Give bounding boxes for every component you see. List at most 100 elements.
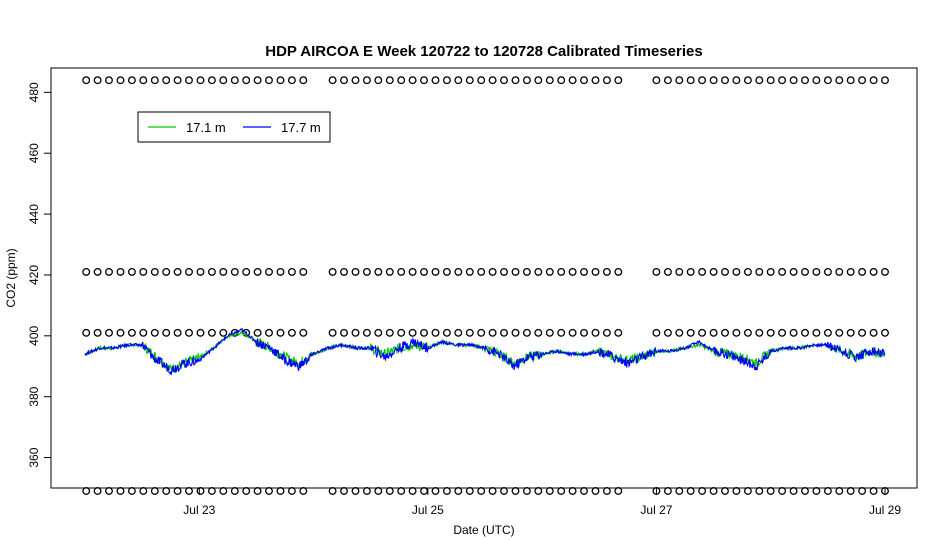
reference-point [534, 267, 543, 276]
reference-point [139, 267, 148, 276]
reference-point [299, 328, 308, 337]
reference-point [652, 267, 661, 276]
reference-point [442, 487, 451, 495]
reference-point [362, 267, 371, 276]
reference-point [766, 267, 775, 276]
reference-point [397, 267, 406, 276]
reference-point [408, 487, 417, 495]
reference-point [82, 76, 91, 85]
reference-point [442, 76, 451, 85]
reference-point [686, 328, 695, 337]
reference-point [408, 76, 417, 85]
reference-point [580, 328, 588, 337]
reference-point [196, 267, 205, 276]
reference-point [454, 328, 463, 337]
reference-point [253, 487, 262, 495]
reference-point [362, 487, 371, 495]
reference-point [265, 487, 273, 495]
reference-point [602, 267, 611, 276]
reference-point [709, 328, 718, 337]
reference-point [522, 328, 531, 337]
reference-point [162, 487, 171, 495]
x-tick-label: Jul 23 [183, 503, 215, 517]
reference-point [846, 76, 855, 85]
reference-point [591, 76, 600, 85]
reference-point [869, 267, 878, 276]
reference-point [127, 487, 136, 495]
reference-point [173, 487, 182, 495]
reference-point [500, 487, 508, 495]
reference-point [721, 487, 729, 495]
reference-point [351, 76, 360, 85]
reference-point [881, 328, 889, 337]
reference-point [374, 487, 383, 495]
reference-point [219, 267, 228, 276]
reference-point [242, 76, 251, 85]
reference-point [500, 76, 508, 85]
reference-point [709, 267, 718, 276]
reference-point [162, 267, 171, 276]
reference-point [196, 487, 205, 495]
y-tick-label: 380 [27, 386, 41, 406]
reference-point [591, 487, 600, 495]
reference-point [420, 328, 428, 337]
reference-points [82, 76, 889, 495]
reference-point [789, 328, 798, 337]
reference-point [465, 76, 474, 85]
reference-point [732, 76, 741, 85]
reference-point [340, 76, 348, 85]
reference-point [431, 76, 440, 85]
reference-point [127, 328, 136, 337]
reference-point [385, 487, 394, 495]
reference-point [276, 328, 285, 337]
reference-point [287, 76, 296, 85]
reference-point [116, 267, 125, 276]
reference-point [276, 267, 285, 276]
reference-point [511, 76, 520, 85]
reference-point [397, 76, 406, 85]
reference-point [858, 267, 867, 276]
reference-point [732, 328, 741, 337]
reference-point [835, 328, 844, 337]
reference-point [846, 487, 855, 495]
reference-point [420, 487, 428, 495]
reference-point [82, 267, 91, 276]
reference-point [755, 487, 764, 495]
reference-point [721, 76, 729, 85]
reference-point [801, 328, 809, 337]
reference-point [265, 267, 273, 276]
reference-point [614, 267, 623, 276]
reference-point [881, 76, 889, 85]
reference-point [328, 487, 337, 495]
reference-point [675, 76, 684, 85]
reference-point [522, 487, 531, 495]
reference-point [465, 267, 474, 276]
reference-point [287, 328, 296, 337]
reference-point [778, 76, 787, 85]
reference-point [663, 267, 672, 276]
reference-point [196, 328, 205, 337]
reference-point [173, 328, 182, 337]
series-lines [84, 327, 886, 376]
reference-point [93, 487, 102, 495]
reference-point [408, 267, 417, 276]
reference-point [568, 328, 577, 337]
y-tick-label: 460 [27, 143, 41, 163]
reference-point [340, 487, 348, 495]
reference-point [789, 76, 798, 85]
reference-point [454, 76, 463, 85]
reference-point [207, 487, 216, 495]
reference-point [602, 328, 611, 337]
reference-point [823, 328, 832, 337]
legend-label-series-1: 17.1 m [186, 120, 226, 135]
reference-point [431, 267, 440, 276]
reference-point [207, 267, 216, 276]
reference-point [522, 76, 531, 85]
reference-point [477, 487, 486, 495]
y-tick-label: 480 [27, 82, 41, 102]
reference-point [328, 328, 337, 337]
reference-point [230, 76, 239, 85]
reference-point [351, 487, 360, 495]
reference-point [675, 328, 684, 337]
reference-point [580, 487, 588, 495]
